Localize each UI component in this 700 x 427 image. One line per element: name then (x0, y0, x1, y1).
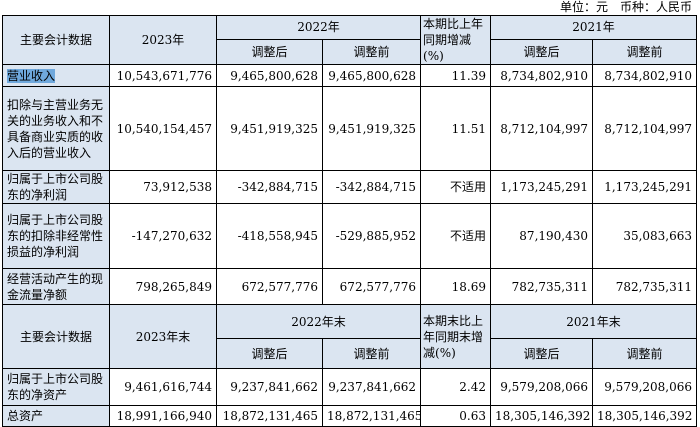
row-label-text: 经营活动产生的现金流量净额 (7, 271, 104, 302)
value-cell: 9,451,919,325 (216, 86, 323, 171)
header-cell: 2021年末 (490, 304, 698, 339)
header-row: 调整后 调整前 调整后 调整前 (3, 338, 698, 369)
value-cell: 不适用 (420, 170, 492, 204)
header-cell: 2022年末 (215, 304, 422, 339)
row-label: 归属于上市公司股东的净资产 (2, 368, 110, 406)
header-cell: 调整后 (216, 38, 323, 66)
row-label: 营业收入 (2, 64, 110, 87)
row-label-text: 归属于上市公司股东的扣除非经常性损益的净利润 (7, 213, 104, 259)
header-cell: 本期比上年同期增减(%) (420, 15, 492, 65)
header-cell: 2022年 (215, 15, 422, 40)
value-cell: -147,270,632 (109, 203, 217, 269)
row-label-text: 总资产 (7, 409, 44, 423)
value-cell: -418,558,945 (216, 203, 323, 269)
row-label-text: 归属于上市公司股东的净利润 (7, 172, 104, 202)
data-row: 归属于上市公司股东的净资产 9,461,616,744 9,237,841,662 9… (2, 368, 698, 406)
header-cell: 调整前 (321, 338, 422, 369)
value-cell: 11.39 (420, 64, 492, 87)
value-cell: -342,884,715 (216, 170, 323, 204)
value-cell: 9,237,841,662 (321, 368, 422, 406)
data-row: 归属于上市公司股东的扣除非经常性损益的净利润 -147,270,632 -418,5… (2, 203, 698, 269)
data-row: 营业收入 10,543,671,776 9,465,800,628 9,465,800… (2, 64, 698, 87)
row-label-text: 归属于上市公司股东的净资产 (7, 372, 104, 402)
value-cell: 2.42 (420, 368, 492, 406)
header-cell: 2021年 (490, 15, 698, 40)
row-label: 归属于上市公司股东的净利润 (2, 170, 110, 204)
header-cell: 2023年 (109, 15, 217, 65)
value-cell: 11.51 (420, 86, 492, 171)
value-cell: 672,577,776 (321, 268, 422, 305)
value-cell: 9,461,616,744 (109, 368, 217, 406)
value-cell: 9,579,208,066 (592, 368, 698, 406)
value-cell: 8,734,802,910 (592, 64, 698, 87)
header-row: 主要会计数据 2023年末 2022年末 本期末比上年同期末增减(%) 2021年末 (2, 304, 698, 369)
header-cell: 本期末比上年同期末增减(%) (420, 304, 492, 369)
header-cell: 调整后 (490, 338, 594, 369)
value-cell: 18,305,146,392 (592, 405, 698, 427)
row-label: 经营活动产生的现金流量净额 (2, 268, 110, 305)
value-cell: 798,265,849 (109, 268, 217, 305)
data-row: 扣除与主营业务无关的业务收入和不具备商业实质的收入后的营业收入 10,540,15… (2, 86, 698, 171)
value-cell: 9,451,919,325 (321, 86, 422, 171)
value-cell: 0.63 (420, 405, 492, 427)
financial-table: 主要会计数据 2023年 2022年 本期比上年同期增减(%) 2021年 调整后 调整前调… (2, 15, 698, 427)
value-cell: 672,577,776 (216, 268, 323, 305)
value-cell: 8,712,104,997 (592, 86, 698, 171)
value-cell: 8,734,802,910 (490, 64, 594, 87)
header-cell: 调整前 (321, 38, 422, 66)
value-cell: 10,540,154,457 (109, 86, 217, 171)
value-cell: -342,884,715 (321, 170, 422, 204)
value-cell: 9,465,800,628 (216, 64, 323, 87)
value-cell: 18.69 (420, 268, 492, 305)
value-cell: 18,872,131,465 (321, 405, 422, 427)
header-cell: 调整后 (490, 38, 594, 66)
data-row: 归属于上市公司股东的净利润 73,912,538 -342,884,715 -342,… (2, 170, 698, 204)
value-cell: 782,735,311 (592, 268, 698, 305)
value-cell: 87,190,430 (490, 203, 594, 269)
header-cell: 调整前 (592, 338, 698, 369)
value-cell: 35,083,663 (592, 203, 698, 269)
value-cell: 1,173,245,291 (490, 170, 594, 204)
value-cell: 9,237,841,662 (216, 368, 323, 406)
row-label: 归属于上市公司股东的扣除非经常性损益的净利润 (2, 203, 110, 269)
data-row: 总资产 18,991,166,940 18,872,131,465 18,872,13… (2, 405, 698, 427)
value-cell: 18,305,146,392 (490, 405, 594, 427)
value-cell: 18,991,166,940 (109, 405, 217, 427)
value-cell: 782,735,311 (490, 268, 594, 305)
row-label: 总资产 (2, 405, 110, 427)
row-label: 扣除与主营业务无关的业务收入和不具备商业实质的收入后的营业收入 (2, 86, 110, 171)
value-cell: 18,872,131,465 (216, 405, 323, 427)
value-cell: 9,465,800,628 (321, 64, 422, 87)
header-row: 主要会计数据 2023年 2022年 本期比上年同期增减(%) 2021年 (2, 15, 698, 65)
value-cell: -529,885,952 (321, 203, 422, 269)
value-cell: 73,912,538 (109, 170, 217, 204)
unit-note: 单位：元 币种：人民币 (559, 0, 692, 14)
header-cell: 2023年末 (109, 304, 217, 369)
header-cell: 主要会计数据 (2, 304, 110, 369)
data-row: 经营活动产生的现金流量净额 798,265,849 672,577,776 672,5… (2, 268, 698, 305)
value-cell: 8,712,104,997 (490, 86, 594, 171)
header-cell: 调整前 (592, 38, 698, 66)
value-cell: 9,579,208,066 (490, 368, 594, 406)
header-cell: 调整后 (216, 338, 323, 369)
header-row: 调整后 调整前 调整后 调整前 (3, 38, 698, 66)
value-cell: 不适用 (420, 203, 492, 269)
row-label-text: 扣除与主营业务无关的业务收入和不具备商业实质的收入后的营业收入 (7, 97, 104, 160)
value-cell: 1,173,245,291 (592, 170, 698, 204)
value-cell: 10,543,671,776 (109, 64, 217, 87)
header-cell: 主要会计数据 (2, 15, 110, 65)
row-label-text: 营业收入 (7, 68, 56, 83)
